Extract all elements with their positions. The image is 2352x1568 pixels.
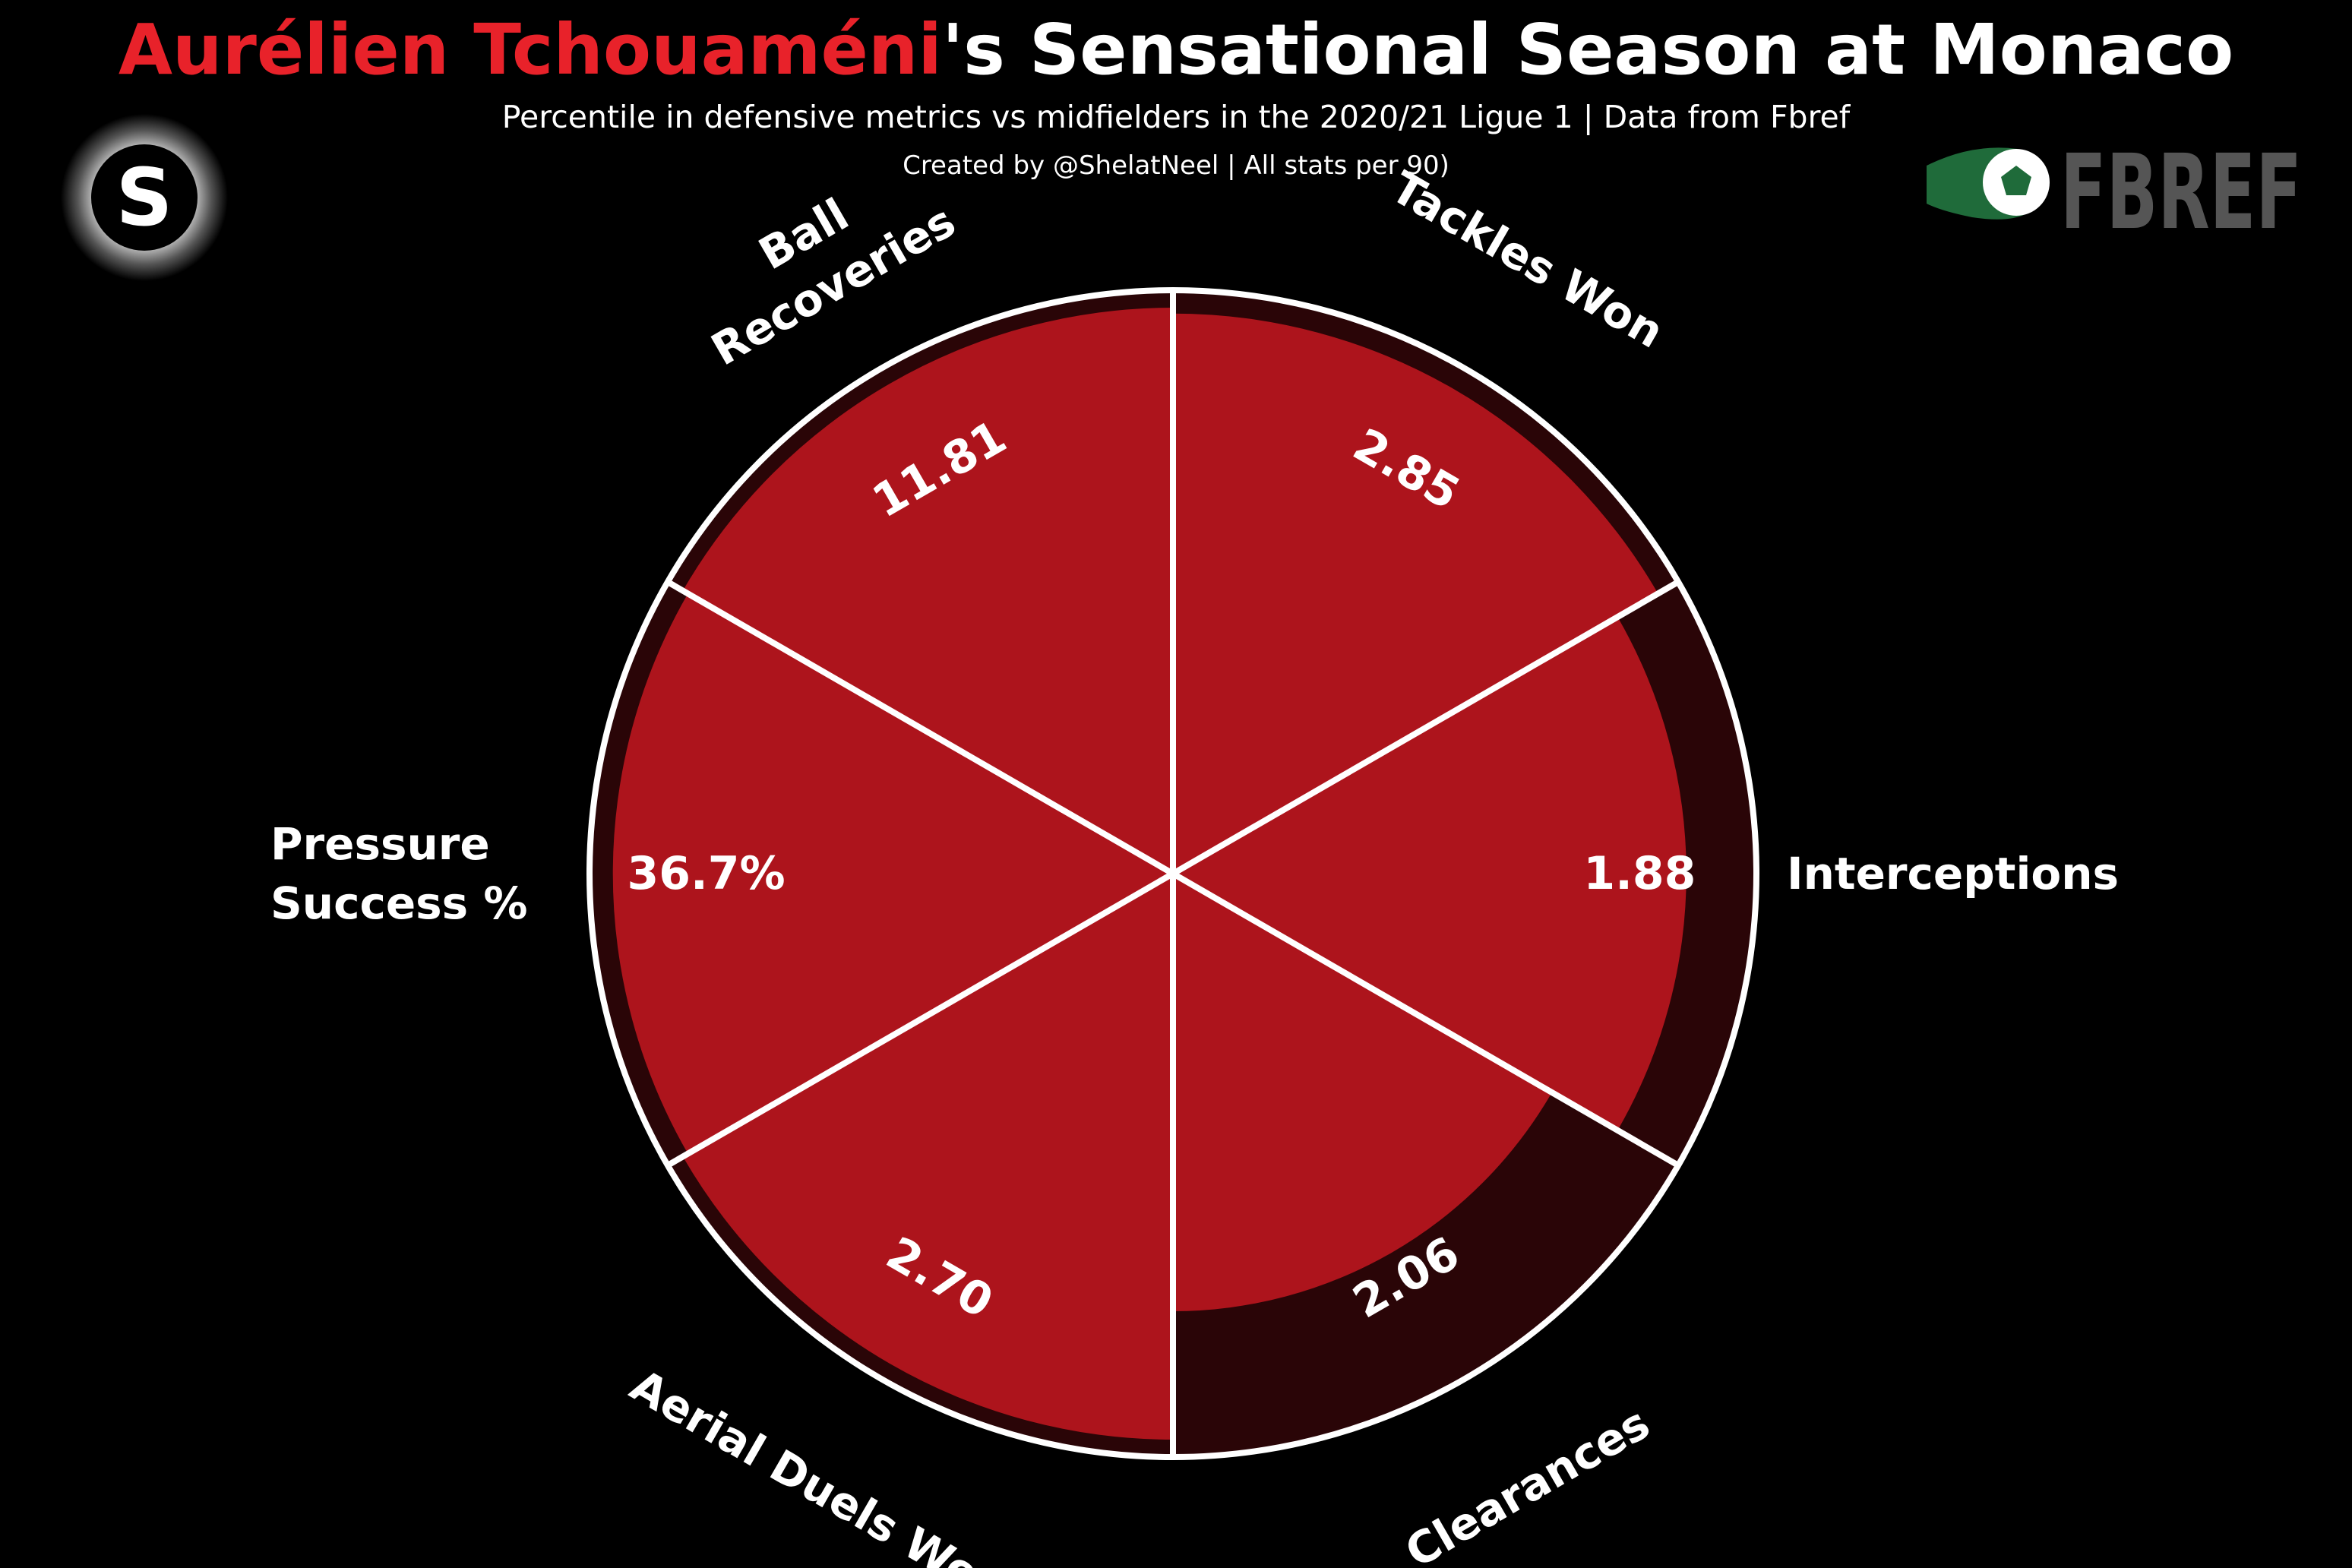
- slice-aerial-duels-won: [682, 874, 1173, 1440]
- slice-pressure-success: [612, 593, 1173, 1154]
- fbref-logo: FBREF: [1927, 135, 2302, 242]
- category-label-line: Interceptions: [1787, 848, 2119, 899]
- category-label-line: Pressure: [270, 818, 490, 870]
- value-label-pressure-success: 36.7%: [628, 847, 786, 900]
- slice-tackles-won: [1173, 313, 1658, 874]
- category-label-pressure-success: Pressure Success %: [270, 818, 528, 929]
- slice-divider: [1171, 579, 1680, 877]
- slice-divider: [665, 871, 1174, 1168]
- chart-subtitle: Percentile in defensive metrics vs midfi…: [501, 99, 1851, 135]
- category-label-line: Tackles Won: [1383, 161, 1672, 358]
- category-label-tackles-won: Tackles Won: [1383, 161, 1672, 358]
- slice-clearances: [1173, 874, 1552, 1311]
- logo-letter: S: [116, 151, 173, 244]
- category-label-line: Success %: [270, 877, 528, 929]
- slice-ball-recoveries: [682, 308, 1173, 874]
- title-rest: 's Sensational Season at Monaco: [941, 9, 2234, 90]
- category-label-clearances: Clearances: [1396, 1397, 1658, 1568]
- author-logo: S: [42, 99, 247, 300]
- slice-interceptions: [1173, 617, 1687, 1130]
- chart-credit: Created by @ShelatNeel | All stats per 9…: [903, 150, 1449, 181]
- chart-title: Aurélien Tchouaméni's Sensational Season…: [0, 5, 2352, 96]
- slice-divider: [665, 579, 1174, 877]
- category-label-line: Clearances: [1396, 1397, 1658, 1568]
- slice-divider: [1171, 871, 1680, 1168]
- category-label-interceptions: Interceptions: [1787, 848, 2119, 899]
- value-label-interceptions: 1.88: [1583, 847, 1696, 900]
- outer-ring: [586, 287, 1759, 1460]
- fbref-wordmark: FBREF: [2060, 135, 2302, 242]
- title-player-name: Aurélien Tchouaméni: [118, 9, 942, 90]
